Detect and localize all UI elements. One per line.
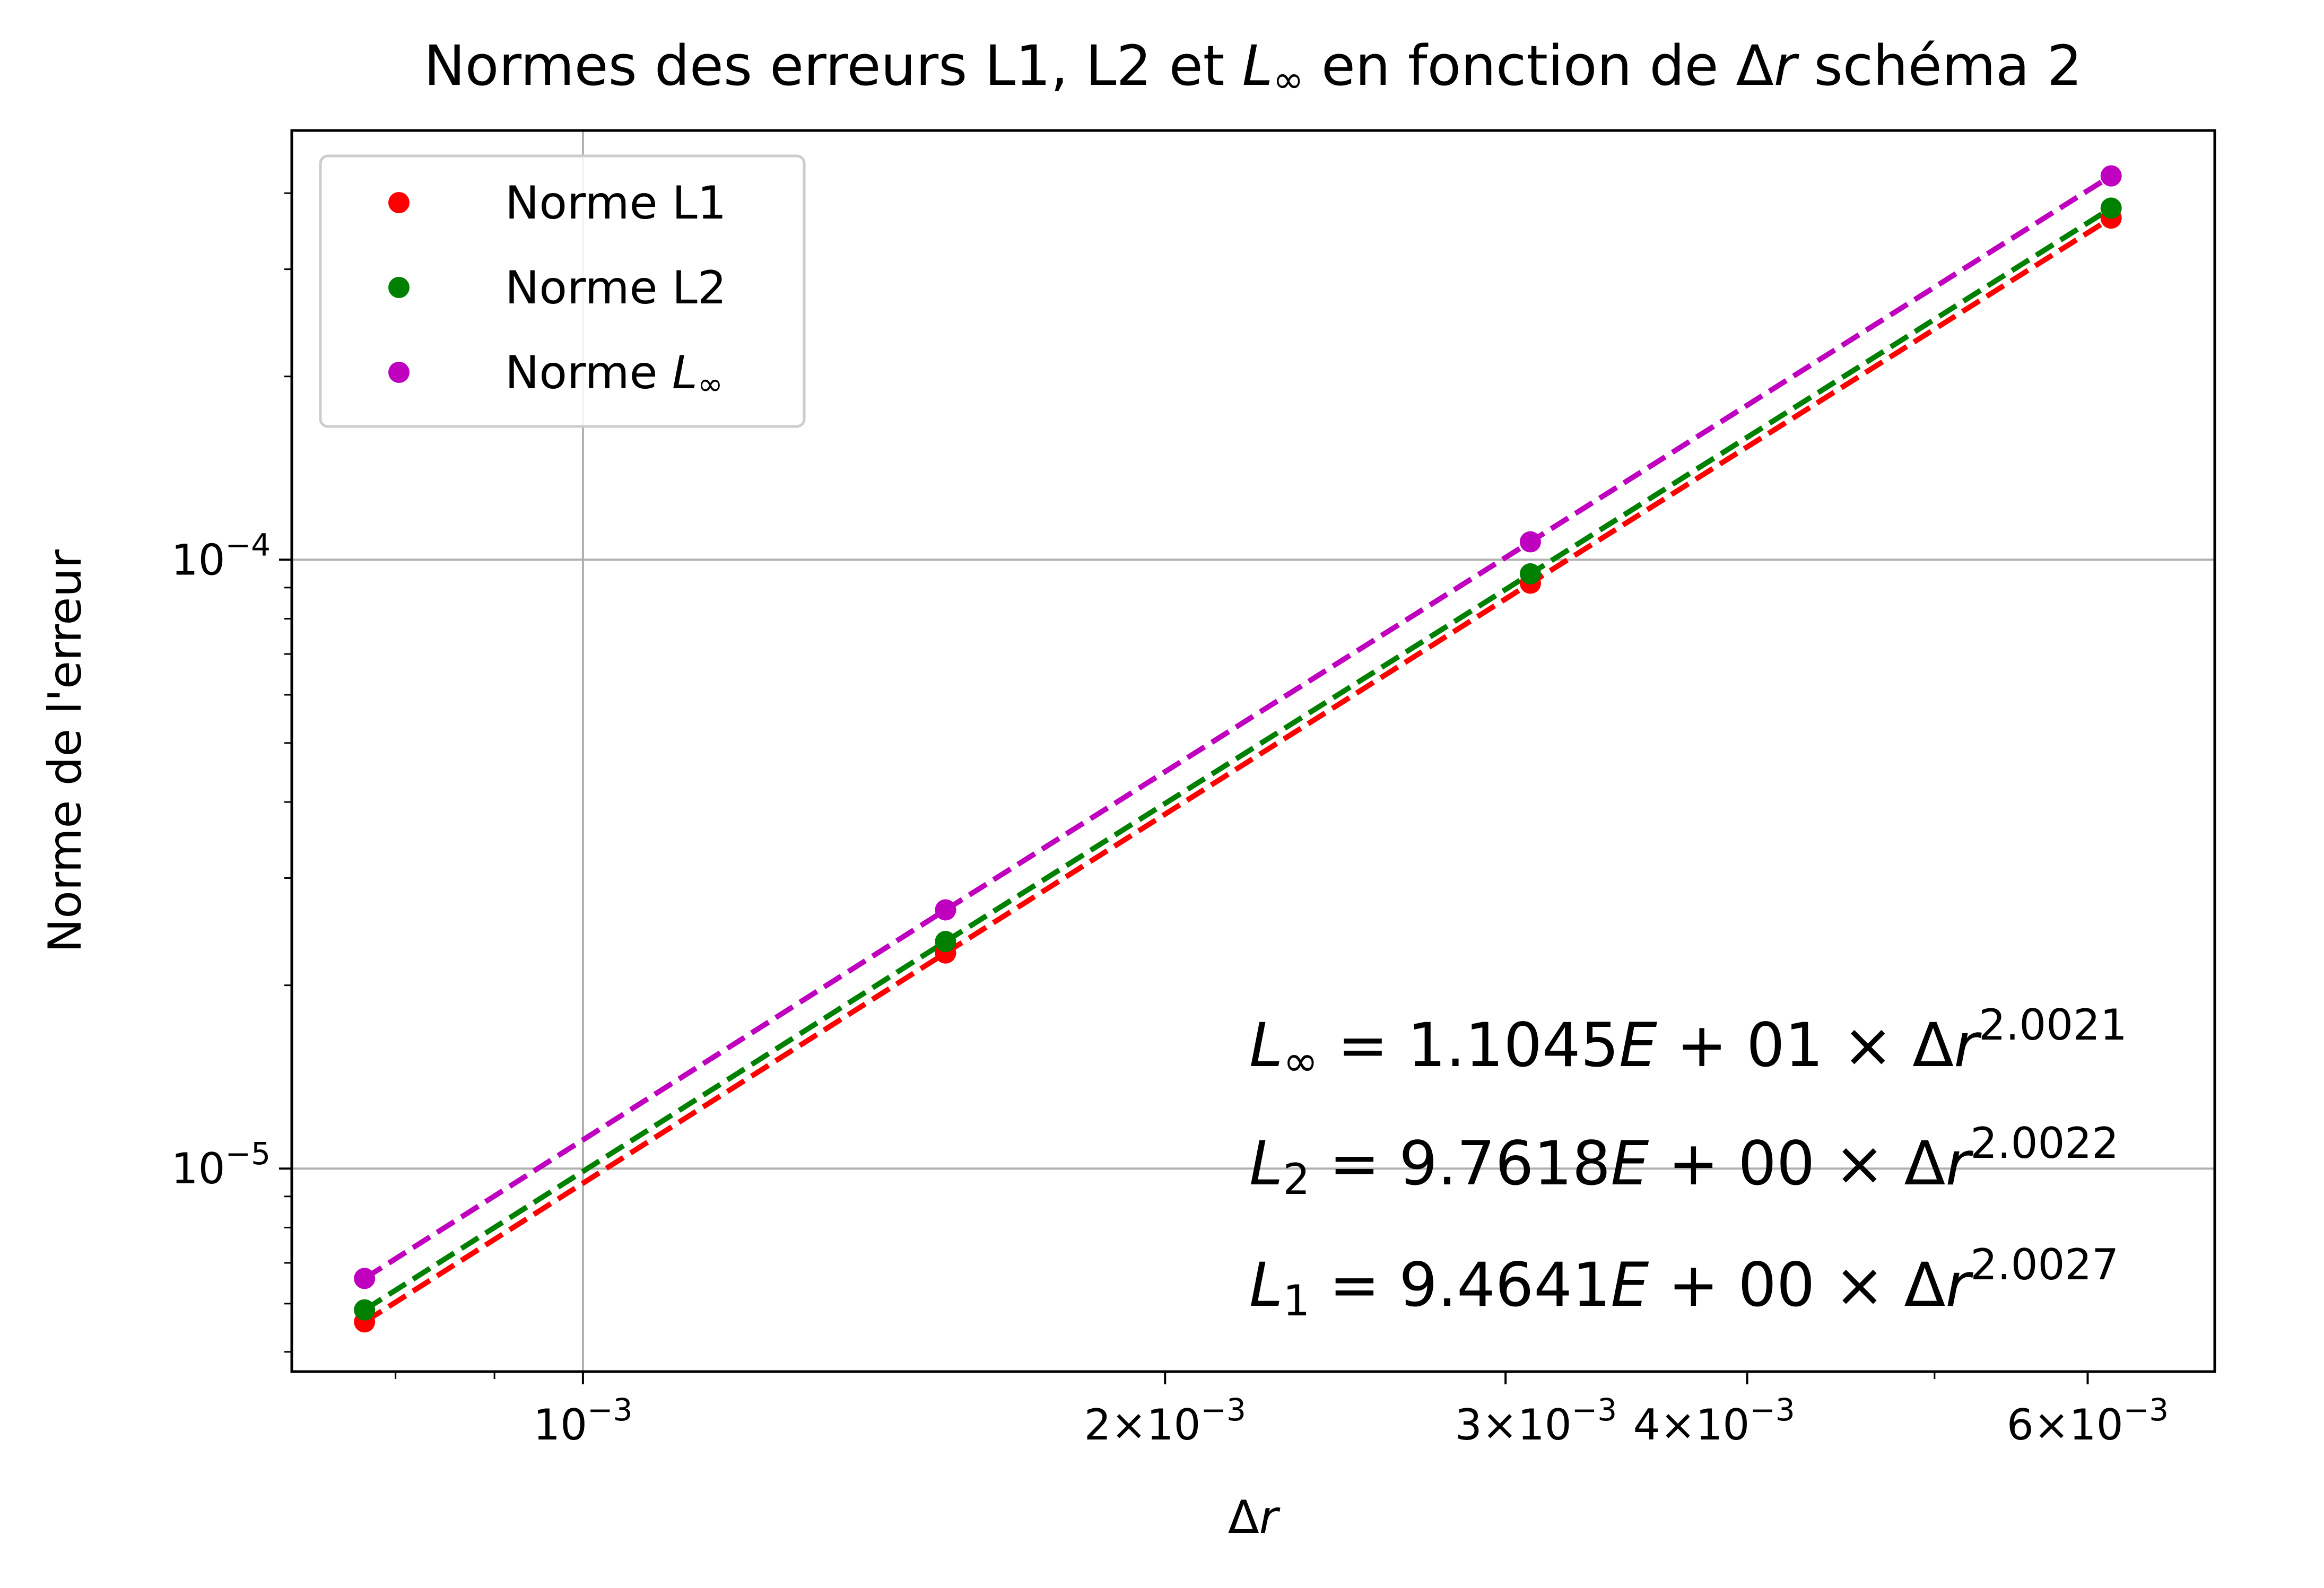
- data-points: [354, 165, 2122, 1333]
- legend-marker-linf: [388, 362, 410, 383]
- y-tick-label: 10−4: [171, 527, 271, 584]
- axis-ticks: 10−3 2×10−3 3×10−3 4×10−3 6×10−3 10−5 10−4: [171, 192, 2169, 1450]
- point-linf-1: [935, 899, 956, 921]
- x-tick-label: 2×10−3: [1084, 1392, 1246, 1450]
- x-tick-label: 4×10−3: [1633, 1392, 1795, 1450]
- fit-lines: [363, 173, 2113, 1324]
- point-l2-1: [935, 931, 956, 953]
- fit-line-linf: [363, 173, 2113, 1281]
- point-l2-2: [1519, 563, 1541, 584]
- legend-marker-l1: [388, 192, 410, 213]
- chart-title: Normes des erreurs L1, L2 et L∞ en fonct…: [424, 33, 2082, 101]
- title-r: r: [1774, 33, 1800, 98]
- plot-frame: [290, 129, 2216, 1373]
- y-axis-label: Norme de l'erreur: [39, 549, 92, 953]
- fit-line-l1: [363, 215, 2113, 1324]
- point-linf-2: [1519, 531, 1541, 553]
- x-axis-label: Δr: [1228, 1491, 1281, 1544]
- point-l2-3: [2100, 197, 2122, 219]
- fit-equation-2: L2 = 9.7618E + 00 × Δr2.0022: [1249, 1119, 2119, 1204]
- title-L: L: [1242, 33, 1273, 98]
- legend-label-linf: Norme L∞: [505, 346, 723, 402]
- fit-annotations: L∞ = 1.1045E + 01 × Δr2.0021 L2 = 9.7618E…: [1249, 1000, 2127, 1325]
- x-tick-label: 10−3: [533, 1392, 632, 1450]
- legend-box: [319, 154, 806, 428]
- legend-label-l1: Norme L1: [505, 177, 726, 230]
- legend-marker-l2: [388, 277, 410, 298]
- fit-line-l2: [363, 206, 2113, 1312]
- legend: Norme L1 Norme L2 Norme L∞: [319, 154, 806, 428]
- x-tick-label: 3×10−3: [1455, 1392, 1617, 1450]
- point-l2-0: [354, 1299, 376, 1321]
- title-L-sub: ∞: [1273, 58, 1304, 101]
- point-linf-0: [354, 1268, 376, 1289]
- title-part-1: Normes des erreurs L1, L2 et: [424, 33, 1242, 98]
- y-tick-label: 10−5: [171, 1136, 271, 1193]
- title-part-3: schéma 2: [1796, 33, 2082, 98]
- legend-label-l2: Norme L2: [505, 261, 726, 315]
- fit-equation-3: L1 = 9.4641E + 00 × Δr2.0027: [1249, 1240, 2119, 1325]
- title-part-2: en fonction de Δ: [1304, 33, 1774, 98]
- x-tick-label: 6×10−3: [2007, 1392, 2169, 1450]
- point-linf-3: [2100, 165, 2122, 187]
- fit-equation-1: L∞ = 1.1045E + 01 × Δr2.0021: [1249, 1000, 2127, 1086]
